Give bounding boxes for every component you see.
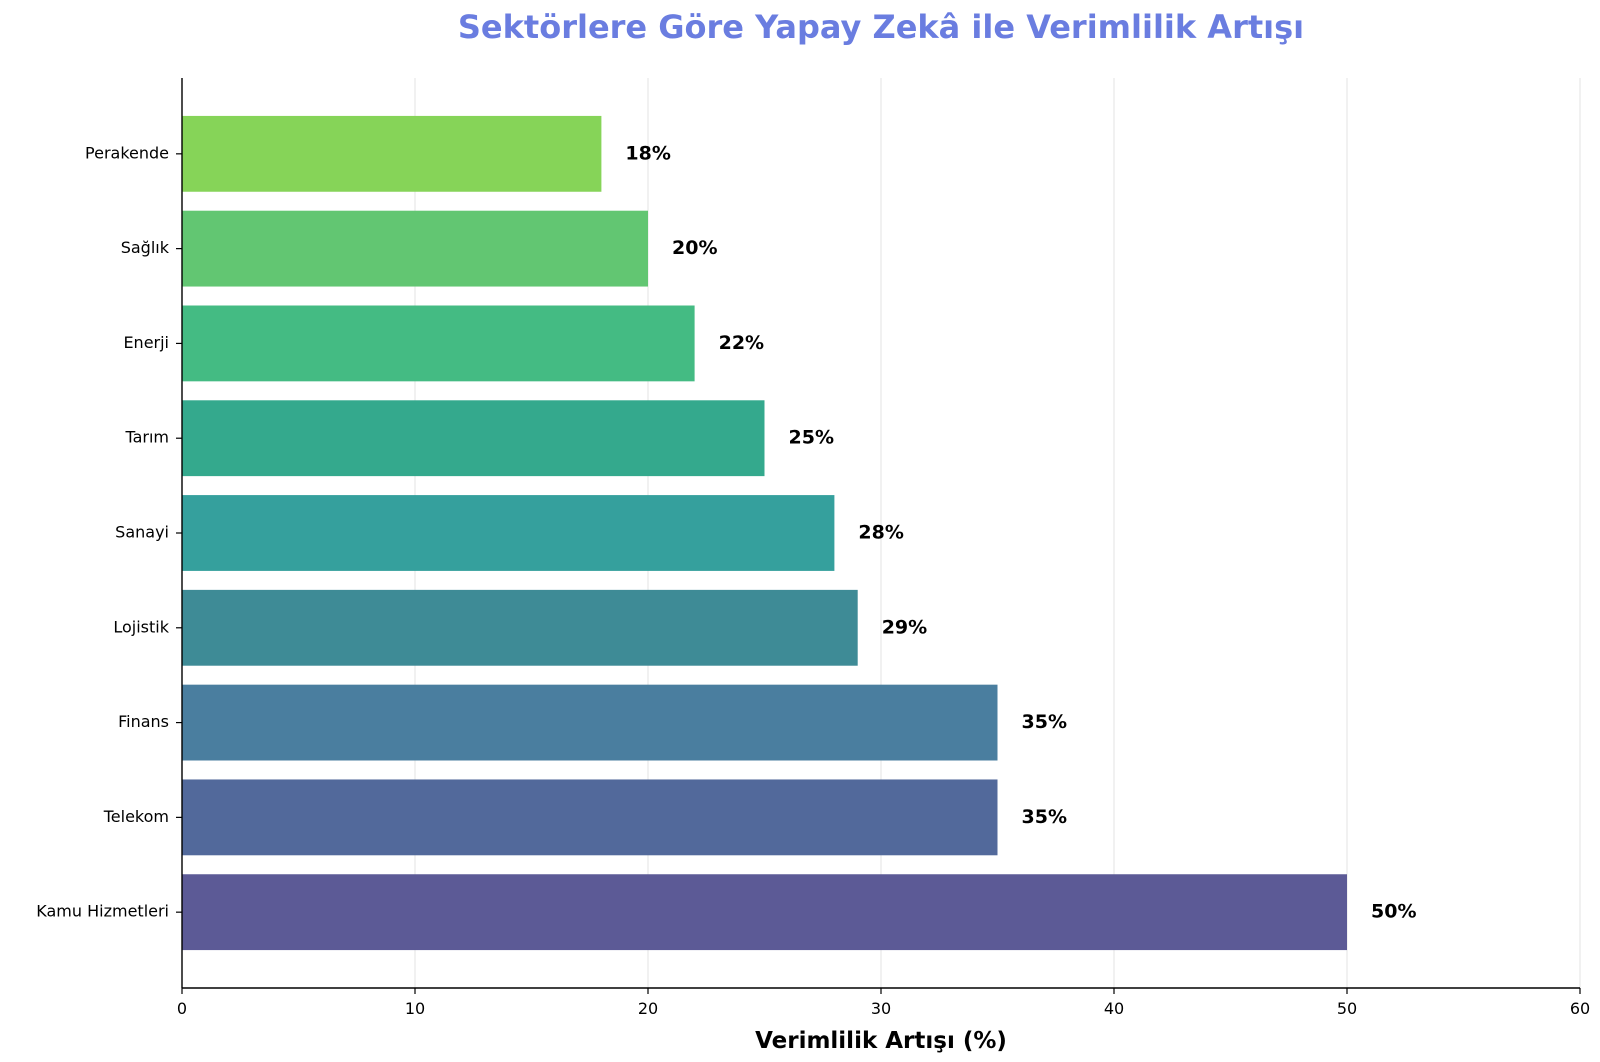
bar-1 — [182, 779, 998, 856]
y-axis: Kamu Hizmetleri Telekom Finans Lojistik Sana… — [36, 78, 183, 988]
bars — [182, 115, 1347, 951]
x-tick-label-6: 60 — [1570, 999, 1590, 1018]
chart-title: Sektörlere Göre Yapay Zekâ ile Verimlili… — [458, 8, 1304, 46]
bar-3 — [182, 589, 858, 666]
value-label-7: 20% — [672, 237, 717, 259]
value-label-4: 28% — [858, 522, 903, 544]
value-label-1: 35% — [1022, 806, 1067, 828]
bar-8 — [182, 115, 602, 192]
y-tick-label-0: Kamu Hizmetleri — [36, 902, 169, 921]
bar-7 — [182, 210, 648, 287]
value-label-8: 18% — [625, 142, 670, 164]
x-axis-label: Verimlilik Artışı (%) — [755, 1028, 1007, 1054]
x-tick-label-4: 40 — [1104, 999, 1124, 1018]
value-label-0: 50% — [1371, 901, 1416, 923]
y-tick-label-3: Lojistik — [113, 617, 169, 636]
bar-4 — [182, 495, 835, 571]
bar-6 — [182, 305, 695, 382]
x-tick-label-2: 20 — [638, 999, 658, 1018]
y-tick-label-4: Sanayi — [115, 523, 169, 542]
y-tick-label-8: Perakende — [85, 143, 169, 162]
x-tick-label-3: 30 — [871, 999, 891, 1018]
y-tick-label-5: Tarım — [124, 428, 169, 447]
value-label-6: 22% — [719, 332, 764, 354]
y-tick-label-7: Sağlık — [121, 238, 170, 257]
y-tick-label-2: Finans — [118, 712, 169, 731]
value-label-3: 29% — [882, 616, 927, 638]
value-label-5: 25% — [789, 427, 834, 449]
value-label-2: 35% — [1022, 711, 1067, 733]
x-tick-label-5: 50 — [1337, 999, 1357, 1018]
y-tick-label-1: Telekom — [103, 807, 169, 826]
value-labels: 50% 35% 35% 29% 28% 25% 22% 20% 18% — [625, 142, 1416, 922]
x-axis: 0 10 20 30 40 50 60 — [177, 987, 1590, 1018]
y-tick-label-6: Enerji — [123, 333, 169, 352]
bar-0 — [182, 874, 1347, 951]
x-tick-label-0: 0 — [177, 999, 187, 1018]
x-tick-label-1: 10 — [405, 999, 425, 1018]
bar-2 — [182, 684, 998, 761]
bar-5 — [182, 400, 765, 477]
